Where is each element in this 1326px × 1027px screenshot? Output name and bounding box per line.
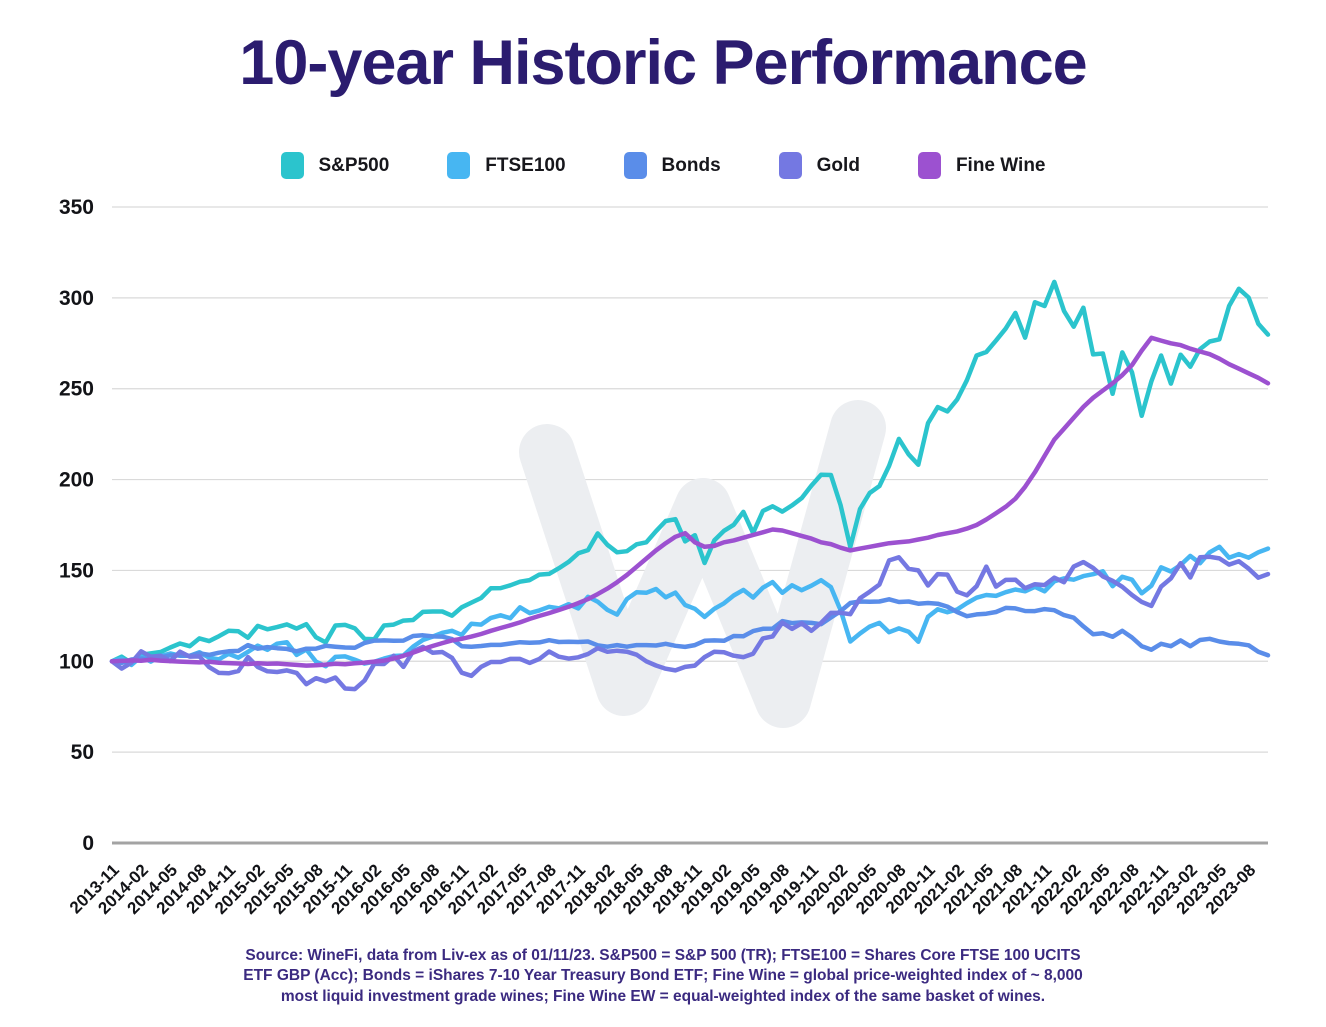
legend-item-sp500: S&P500 — [280, 152, 390, 179]
y-tick-label: 0 — [82, 832, 94, 855]
legend-swatch-icon — [623, 152, 647, 179]
legend-swatch-icon — [447, 152, 471, 179]
legend-label: Bonds — [661, 154, 721, 176]
source-footnote-line: ETF GBP (Acc); Bonds = iShares 7-10 Year… — [243, 967, 1083, 985]
source-footnote: Source: WineFi, data from Liv-ex as of 0… — [0, 946, 1326, 1007]
page-title: 10-year Historic Performance — [239, 28, 1087, 98]
legend-label: FTSE100 — [485, 154, 566, 176]
y-tick-label: 50 — [71, 741, 94, 764]
legend-item-gold: Gold — [778, 152, 860, 179]
legend-swatch-icon — [778, 152, 802, 179]
y-tick-label: 300 — [59, 287, 94, 310]
source-footnote-line: Source: WineFi, data from Liv-ex as of 0… — [245, 947, 1081, 964]
series-line-bonds — [109, 597, 1271, 666]
series-line-gold — [109, 554, 1271, 692]
source-footnote-line: most liquid investment grade wines; Fine… — [280, 987, 1046, 1005]
legend-label: Gold — [816, 154, 860, 176]
legend-label: S&P500 — [318, 154, 390, 176]
y-tick-label: 150 — [59, 559, 94, 582]
y-tick-label: 200 — [59, 469, 94, 492]
legend-label: Fine Wine — [955, 154, 1046, 176]
series-line-finewine — [109, 335, 1271, 668]
chart-legend: S&P500 FTSE100 Bonds Gold Fine Wine — [0, 152, 1326, 179]
y-tick-label: 100 — [59, 650, 94, 673]
legend-swatch-icon — [917, 152, 941, 179]
y-tick-label: 250 — [59, 378, 94, 401]
legend-item-finewine: Fine Wine — [917, 152, 1046, 179]
y-tick-label: 350 — [59, 196, 94, 219]
watermark-w-icon — [519, 400, 886, 728]
legend-item-bonds: Bonds — [623, 152, 721, 179]
legend-item-ftse100: FTSE100 — [447, 152, 566, 179]
legend-swatch-icon — [280, 152, 304, 179]
